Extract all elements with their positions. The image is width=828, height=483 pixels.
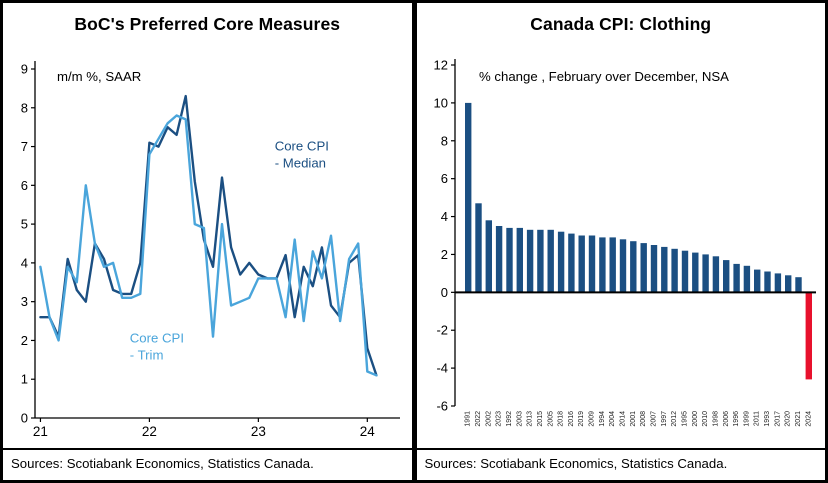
svg-text:4: 4 bbox=[440, 209, 447, 224]
svg-text:-4: -4 bbox=[436, 361, 448, 376]
svg-text:0: 0 bbox=[21, 411, 28, 426]
svg-text:m/m %, SAAR: m/m %, SAAR bbox=[57, 69, 141, 84]
svg-text:6: 6 bbox=[21, 178, 28, 193]
svg-text:2020: 2020 bbox=[784, 411, 791, 427]
svg-text:% change , February over Decem: % change , February over December, NSA bbox=[479, 69, 729, 84]
svg-text:6: 6 bbox=[440, 171, 447, 186]
svg-text:Core CPI: Core CPI bbox=[130, 330, 184, 345]
svg-text:1: 1 bbox=[21, 372, 28, 387]
svg-text:- Median: - Median bbox=[275, 155, 326, 170]
svg-text:2012: 2012 bbox=[671, 411, 678, 427]
svg-text:2000: 2000 bbox=[691, 411, 698, 427]
svg-text:2002: 2002 bbox=[485, 411, 492, 427]
svg-text:2021: 2021 bbox=[795, 411, 802, 427]
svg-text:1996: 1996 bbox=[733, 411, 740, 427]
svg-text:2018: 2018 bbox=[557, 411, 564, 427]
svg-text:2010: 2010 bbox=[702, 411, 709, 427]
svg-text:21: 21 bbox=[33, 424, 48, 439]
svg-text:0: 0 bbox=[440, 285, 447, 300]
svg-text:23: 23 bbox=[251, 424, 266, 439]
svg-text:2023: 2023 bbox=[495, 411, 502, 427]
svg-text:12: 12 bbox=[433, 58, 447, 73]
svg-text:2024: 2024 bbox=[805, 411, 812, 427]
cpi-clothing-panel: Canada CPI: Clothing -6 -4 -2 0 2 4 6 8 10 12 % ch… bbox=[416, 3, 826, 480]
svg-text:2005: 2005 bbox=[547, 411, 554, 427]
svg-text:24: 24 bbox=[360, 424, 376, 439]
svg-text:2011: 2011 bbox=[753, 411, 760, 426]
svg-text:2017: 2017 bbox=[774, 411, 781, 427]
svg-text:Core CPI: Core CPI bbox=[275, 138, 329, 153]
svg-text:1995: 1995 bbox=[681, 411, 688, 427]
right-chart-title: Canada CPI: Clothing bbox=[530, 14, 712, 34]
svg-text:2001: 2001 bbox=[629, 411, 636, 427]
right-source-note: Sources: Scotiabank Economics, Statistic… bbox=[416, 448, 825, 480]
svg-text:2: 2 bbox=[21, 333, 28, 348]
svg-text:22: 22 bbox=[142, 424, 157, 439]
svg-text:2014: 2014 bbox=[619, 411, 626, 427]
bar-chart-area: -6 -4 -2 0 2 4 6 8 10 12 % change , February over … bbox=[417, 35, 826, 448]
svg-text:- Trim: - Trim bbox=[130, 347, 164, 362]
svg-text:1993: 1993 bbox=[764, 411, 771, 427]
svg-text:1992: 1992 bbox=[505, 411, 512, 427]
svg-text:1991: 1991 bbox=[464, 411, 471, 427]
svg-text:8: 8 bbox=[21, 100, 28, 115]
svg-text:1999: 1999 bbox=[743, 411, 750, 427]
svg-text:-2: -2 bbox=[436, 323, 448, 338]
svg-text:2007: 2007 bbox=[650, 411, 657, 427]
svg-text:1998: 1998 bbox=[712, 411, 719, 427]
svg-text:-6: -6 bbox=[436, 399, 448, 414]
svg-text:5: 5 bbox=[21, 217, 28, 232]
svg-text:2003: 2003 bbox=[516, 411, 523, 427]
line-chart-area: 0 1 2 3 4 5 6 7 8 9 21 22 23 24 m/m %, SAAR Core CPI - M… bbox=[3, 35, 412, 448]
svg-text:2022: 2022 bbox=[474, 411, 481, 427]
svg-text:2019: 2019 bbox=[578, 411, 585, 427]
svg-text:3: 3 bbox=[21, 294, 28, 309]
svg-text:2004: 2004 bbox=[609, 411, 616, 427]
svg-text:8: 8 bbox=[440, 133, 447, 148]
svg-text:1994: 1994 bbox=[598, 411, 605, 427]
left-chart-title: BoC's Preferred Core Measures bbox=[74, 14, 341, 34]
svg-text:2016: 2016 bbox=[567, 411, 574, 427]
svg-text:2015: 2015 bbox=[536, 411, 543, 427]
bar-chart-svg: -6 -4 -2 0 2 4 6 8 10 12 % change , February over … bbox=[433, 58, 816, 427]
svg-text:2009: 2009 bbox=[588, 411, 595, 427]
svg-text:4: 4 bbox=[21, 255, 28, 270]
svg-text:7: 7 bbox=[21, 139, 28, 154]
svg-text:9: 9 bbox=[21, 62, 28, 77]
left-source-note: Sources: Scotiabank Economics, Statistic… bbox=[3, 448, 412, 480]
svg-text:2: 2 bbox=[440, 247, 447, 262]
svg-text:2013: 2013 bbox=[526, 411, 533, 427]
svg-text:2008: 2008 bbox=[640, 411, 647, 427]
svg-text:10: 10 bbox=[433, 95, 447, 110]
svg-text:2006: 2006 bbox=[722, 411, 729, 427]
svg-text:1997: 1997 bbox=[660, 411, 667, 427]
